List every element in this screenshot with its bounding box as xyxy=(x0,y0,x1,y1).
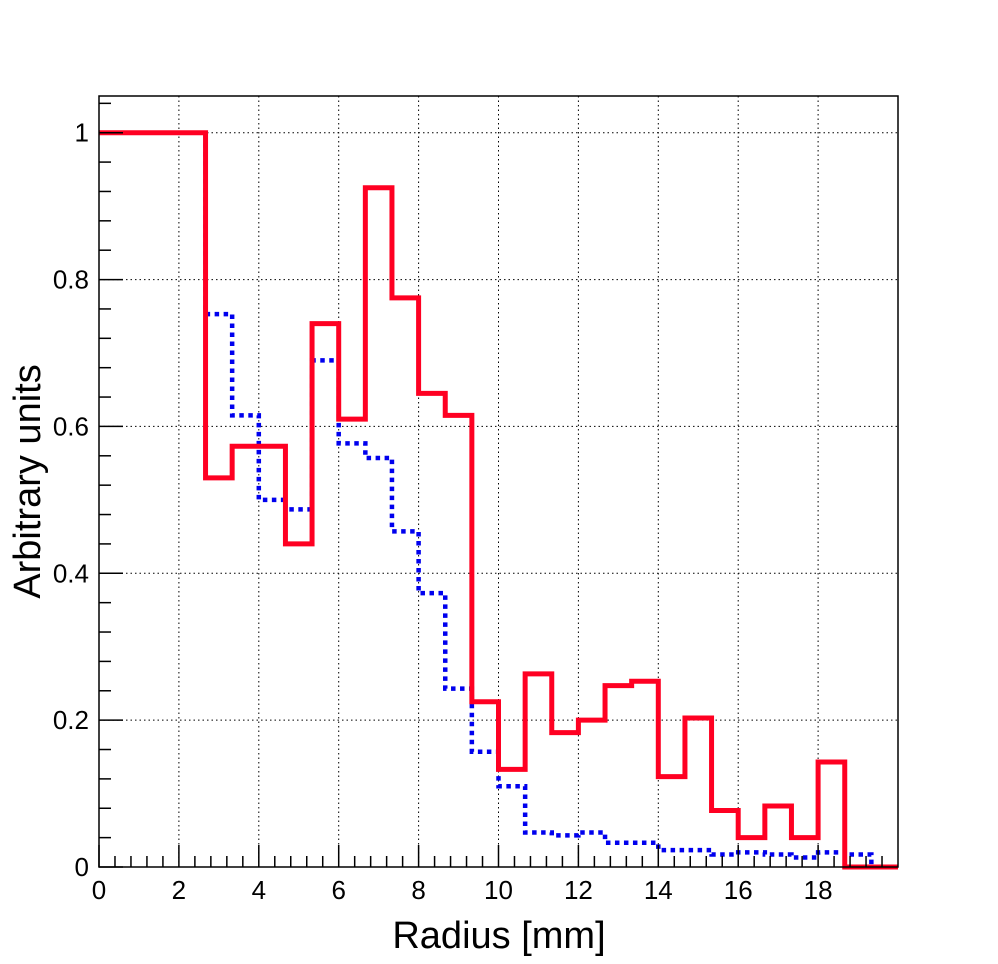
y-tick-label: 1 xyxy=(75,118,89,148)
x-tick-label: 8 xyxy=(411,875,425,905)
x-tick-label: 2 xyxy=(172,875,186,905)
axis-ticks xyxy=(98,102,883,868)
y-tick-label: 0.4 xyxy=(53,558,89,588)
x-axis-title: Radius [mm] xyxy=(392,915,605,957)
y-tick-label: 0.8 xyxy=(53,265,89,295)
x-tick-label: 18 xyxy=(804,875,833,905)
series-red-solid-line xyxy=(99,130,898,870)
series-layer xyxy=(99,130,898,870)
y-tick-label: 0.6 xyxy=(53,411,89,441)
series-blue-dotted-line xyxy=(99,130,898,870)
x-tick-label: 10 xyxy=(484,875,513,905)
x-tick-label: 14 xyxy=(644,875,673,905)
x-tick-label: 16 xyxy=(724,875,753,905)
x-tick-label: 4 xyxy=(252,875,266,905)
y-tick-label: 0.2 xyxy=(53,705,89,735)
y-tick-label: 0 xyxy=(75,852,89,882)
x-tick-label: 0 xyxy=(92,875,106,905)
y-axis-title: Arbitrary units xyxy=(7,364,49,598)
x-tick-label: 6 xyxy=(331,875,345,905)
tick-labels: 0 2 4 6 8 10 12 14 16 18 0 0.2 0.4 0.6 0.8 1 xyxy=(53,118,833,905)
x-tick-label: 12 xyxy=(564,875,593,905)
